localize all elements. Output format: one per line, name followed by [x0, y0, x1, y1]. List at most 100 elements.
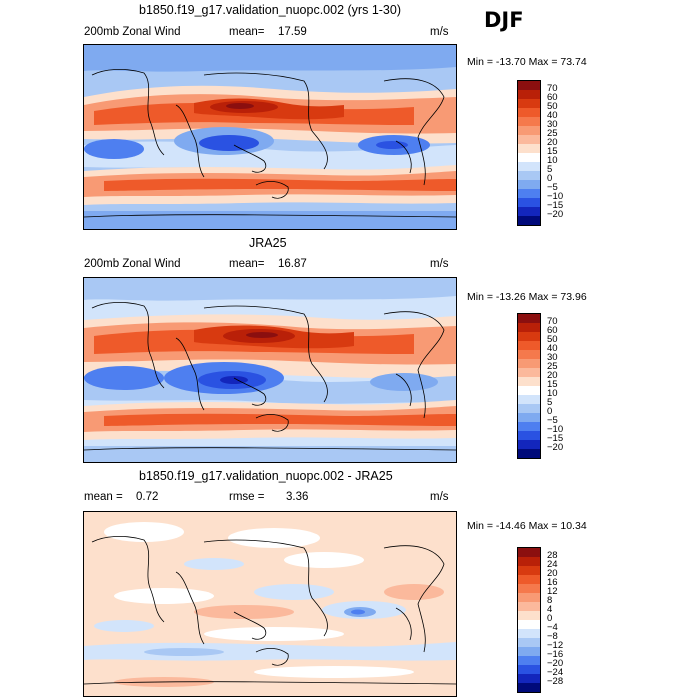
panel3-title: b1850.f19_g17.validation_nuopc.002 - JRA… [139, 469, 393, 483]
colorbar-swatch [518, 584, 540, 593]
colorbar-swatch [518, 323, 540, 332]
season-label: DJF [484, 8, 524, 32]
colorbar-tick: −5 [547, 415, 558, 426]
colorbar-tick: 20 [547, 137, 558, 148]
colorbar-tick: 30 [547, 119, 558, 130]
colorbar-tick: −20 [547, 442, 564, 453]
colorbar-tick: 10 [547, 155, 558, 166]
panel2-mean-value: 16.87 [278, 258, 307, 270]
panel1-map [83, 44, 457, 230]
colorbar-tick: 70 [547, 83, 558, 94]
colorbar-swatch [518, 90, 540, 99]
colorbar-swatch [518, 548, 540, 557]
panel2-colorbar [517, 313, 541, 459]
colorbar-tick: 15 [547, 146, 558, 157]
colorbar-swatch [518, 575, 540, 584]
colorbar-swatch [518, 198, 540, 207]
colorbar-swatch [518, 674, 540, 683]
panel3-colorbar [517, 547, 541, 693]
colorbar-swatch [518, 341, 540, 350]
colorbar-tick: 12 [547, 586, 558, 597]
panel3-map [83, 511, 457, 697]
colorbar-swatch [518, 593, 540, 602]
colorbar-tick: −28 [547, 676, 564, 687]
colorbar-swatch [518, 386, 540, 395]
zonal-wind-contour-map-model [84, 45, 456, 229]
colorbar-tick: 0 [547, 173, 553, 184]
colorbar-swatch [518, 117, 540, 126]
zonal-wind-contour-map-jra25 [84, 278, 456, 462]
colorbar-swatch [518, 207, 540, 216]
panel1-mean-label: mean= [229, 26, 265, 38]
panel1-field-label: 200mb Zonal Wind [84, 26, 181, 38]
colorbar-swatch [518, 557, 540, 566]
colorbar-tick: 40 [547, 343, 558, 354]
colorbar-tick: −16 [547, 649, 564, 660]
panel1-colorbar [517, 80, 541, 226]
colorbar-swatch [518, 629, 540, 638]
colorbar-swatch [518, 162, 540, 171]
panel2-title: JRA25 [249, 236, 287, 250]
panel3-mean-value: 0.72 [136, 491, 159, 503]
colorbar-tick: 50 [547, 101, 558, 112]
colorbar-swatch [518, 440, 540, 449]
colorbar-tick: 20 [547, 568, 558, 579]
colorbar-tick: 24 [547, 559, 558, 570]
colorbar-tick: −10 [547, 424, 564, 435]
colorbar-swatch [518, 422, 540, 431]
colorbar-tick: 4 [547, 604, 553, 615]
colorbar-tick: 0 [547, 406, 553, 417]
zonal-wind-difference-map [84, 512, 456, 696]
colorbar-tick: 15 [547, 379, 558, 390]
panel1-title: b1850.f19_g17.validation_nuopc.002 (yrs … [139, 3, 401, 17]
panel3-rmse-value: 3.36 [286, 491, 309, 503]
colorbar-swatch [518, 81, 540, 90]
colorbar-swatch [518, 126, 540, 135]
panel3-units: m/s [430, 491, 449, 503]
colorbar-tick: 5 [547, 164, 553, 175]
panel2-field-label: 200mb Zonal Wind [84, 258, 181, 270]
colorbar-swatch [518, 656, 540, 665]
colorbar-tick: −24 [547, 667, 564, 678]
panel2-mean-label: mean= [229, 258, 265, 270]
colorbar-tick: 40 [547, 110, 558, 121]
colorbar-tick: 60 [547, 325, 558, 336]
panel1-units: m/s [430, 26, 449, 38]
colorbar-swatch [518, 395, 540, 404]
colorbar-swatch [518, 108, 540, 117]
colorbar-tick: −10 [547, 191, 564, 202]
colorbar-tick: −8 [547, 631, 558, 642]
colorbar-swatch [518, 180, 540, 189]
colorbar-tick: 5 [547, 397, 553, 408]
colorbar-swatch [518, 431, 540, 440]
colorbar-tick: −15 [547, 433, 564, 444]
colorbar-swatch [518, 144, 540, 153]
colorbar-swatch [518, 665, 540, 674]
colorbar-tick: −4 [547, 622, 558, 633]
colorbar-tick: 10 [547, 388, 558, 399]
colorbar-tick: 28 [547, 550, 558, 561]
colorbar-swatch [518, 449, 540, 458]
colorbar-swatch [518, 216, 540, 225]
panel2-minmax: Min = -13.26 Max = 73.96 [467, 291, 587, 303]
colorbar-tick: 25 [547, 128, 558, 139]
colorbar-tick: 20 [547, 370, 558, 381]
colorbar-tick: 0 [547, 613, 553, 624]
colorbar-swatch [518, 350, 540, 359]
colorbar-tick: 50 [547, 334, 558, 345]
colorbar-swatch [518, 189, 540, 198]
colorbar-swatch [518, 611, 540, 620]
colorbar-tick: 70 [547, 316, 558, 327]
panel1-mean-value: 17.59 [278, 26, 307, 38]
panel3-mean-label: mean = [84, 491, 123, 503]
panel2-units: m/s [430, 258, 449, 270]
colorbar-swatch [518, 404, 540, 413]
colorbar-swatch [518, 566, 540, 575]
panel3-rmse-label: rmse = [229, 491, 265, 503]
colorbar-swatch [518, 413, 540, 422]
colorbar-tick: −12 [547, 640, 564, 651]
colorbar-swatch [518, 359, 540, 368]
colorbar-tick: 60 [547, 92, 558, 103]
colorbar-tick: 16 [547, 577, 558, 588]
colorbar-tick: 8 [547, 595, 553, 606]
